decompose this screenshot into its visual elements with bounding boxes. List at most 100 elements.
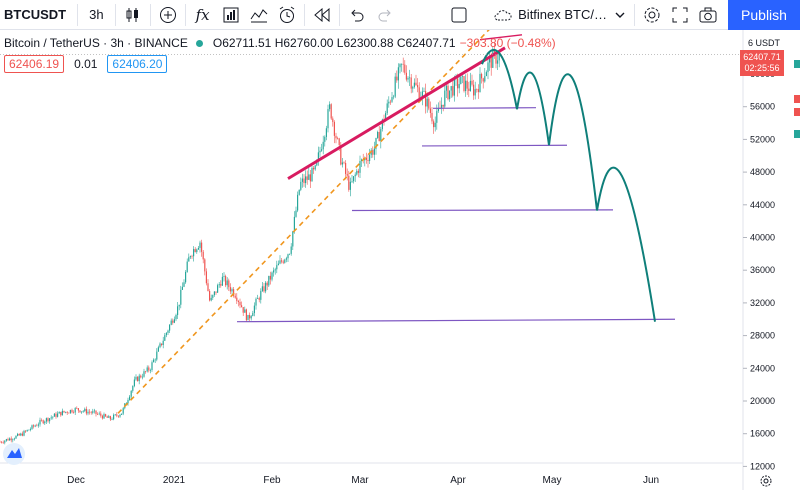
candle-body xyxy=(7,439,9,441)
candle-body xyxy=(481,73,483,79)
support-line xyxy=(421,144,568,147)
candle-body xyxy=(314,165,316,170)
candle-body xyxy=(213,291,215,296)
time-axis[interactable]: Dec 2021 Feb Mar Apr May Jun xyxy=(0,443,772,487)
candle-body xyxy=(415,82,417,86)
candle-body xyxy=(180,289,182,305)
candle-body xyxy=(81,411,83,413)
candle-body xyxy=(193,249,195,257)
candle-body xyxy=(132,386,134,391)
price-tick-label: 56000 xyxy=(750,102,775,112)
price-tick-label: 24000 xyxy=(750,363,775,373)
alert-clock-icon[interactable] xyxy=(273,0,301,30)
add-indicator-icon[interactable] xyxy=(154,0,182,30)
candle-body xyxy=(284,259,286,263)
indicators-fx-icon[interactable]: fx xyxy=(195,5,210,24)
candle-body xyxy=(225,276,227,286)
candle-body xyxy=(100,413,102,416)
candle-body xyxy=(297,194,299,211)
candle-body xyxy=(167,330,169,333)
candle-body xyxy=(1,441,3,443)
price-tick-label: 48000 xyxy=(750,167,775,177)
candle-body xyxy=(63,410,65,413)
candle-body xyxy=(204,259,206,272)
candle-body xyxy=(258,298,260,300)
candle-body xyxy=(433,121,435,128)
candle-body xyxy=(5,439,7,441)
redo-icon[interactable] xyxy=(371,0,399,30)
data-source-select[interactable]: Bitfinex BTC/… xyxy=(487,0,631,30)
candle-body xyxy=(471,80,473,85)
candle-body xyxy=(309,174,311,182)
candle-body xyxy=(319,150,321,153)
channel-trendline xyxy=(287,46,506,180)
candle-body xyxy=(169,324,171,331)
candle-body xyxy=(452,86,454,96)
candle-body xyxy=(4,440,6,443)
interval-button[interactable]: 3h xyxy=(89,7,104,22)
candle-body xyxy=(321,149,323,151)
candle-body xyxy=(375,137,377,149)
ask-price[interactable]: 62406.20 xyxy=(107,55,168,73)
candle-body xyxy=(2,442,4,444)
close-label: C xyxy=(396,36,406,50)
candle-body xyxy=(71,409,73,413)
candle-body xyxy=(421,91,423,98)
high-value: 62760.00 xyxy=(283,36,334,50)
candle-body xyxy=(121,413,123,415)
settings-gear-icon[interactable] xyxy=(638,0,666,30)
fullscreen-icon[interactable] xyxy=(666,0,694,30)
candle-body xyxy=(327,109,329,129)
candle-body xyxy=(410,77,412,89)
axis-settings-gear-icon[interactable] xyxy=(760,475,772,487)
candle-body xyxy=(151,362,153,371)
camera-snapshot-icon[interactable] xyxy=(694,0,722,30)
candle-body xyxy=(10,438,12,441)
chart-legend: Bitcoin / TetherUS · 3h · BINANCE O62711… xyxy=(4,36,556,50)
candle-body xyxy=(36,425,38,427)
candle-body xyxy=(271,272,273,280)
candle-body xyxy=(317,152,319,161)
axis-unit-label: 6 USDT xyxy=(748,38,780,48)
candle-body xyxy=(449,90,451,100)
fullscreen-square-icon[interactable] xyxy=(445,0,473,30)
publish-button[interactable]: Publish xyxy=(728,0,800,30)
candle-body xyxy=(346,173,348,176)
replay-icon[interactable] xyxy=(308,0,336,30)
candle-body xyxy=(175,315,177,320)
candle-body xyxy=(228,280,230,288)
support-line xyxy=(351,209,614,212)
undo-icon[interactable] xyxy=(343,0,371,30)
price-chart[interactable]: 6000056000520004800044000400003600032000… xyxy=(0,30,800,490)
toolbar-divider xyxy=(303,3,305,26)
candle-body xyxy=(207,283,209,292)
compare-icon[interactable] xyxy=(245,0,273,30)
candle-body xyxy=(188,257,190,262)
price-axis[interactable]: 6000056000520004800044000400003600032000… xyxy=(742,30,775,490)
candle-body xyxy=(377,132,379,138)
candle-body xyxy=(191,256,193,257)
symbol-search-button[interactable]: BTCUSDT xyxy=(4,7,67,22)
candle-body xyxy=(209,291,211,301)
candle-body xyxy=(324,136,326,142)
time-tick-label: 2021 xyxy=(163,475,186,486)
candle-body xyxy=(354,174,356,177)
candle-body xyxy=(119,414,121,417)
bid-price[interactable]: 62406.19 xyxy=(4,55,65,73)
candle-body xyxy=(487,62,489,73)
candle-body xyxy=(322,141,324,150)
templates-icon[interactable] xyxy=(217,0,245,30)
candle-body xyxy=(313,167,315,170)
candle-body xyxy=(172,320,174,323)
candle-body xyxy=(220,284,222,286)
candles-icon[interactable] xyxy=(119,0,147,30)
candle-body xyxy=(95,410,97,414)
price-tick-label: 40000 xyxy=(750,233,775,243)
candle-body xyxy=(276,265,278,270)
candle-body xyxy=(33,425,35,427)
candle-body xyxy=(12,439,14,441)
axis-unit: USDT xyxy=(755,38,781,48)
candle-body xyxy=(92,411,94,413)
candle-body xyxy=(407,77,409,80)
candle-body xyxy=(361,159,363,162)
